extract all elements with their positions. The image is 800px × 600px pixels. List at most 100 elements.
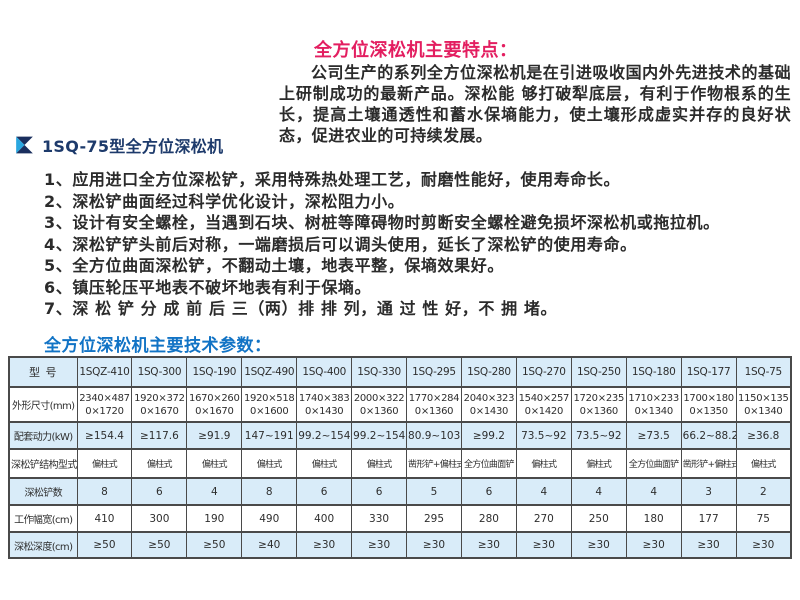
table-cell: 偏柱式 xyxy=(76,448,133,479)
table-row-label: 深松铲结构型式 xyxy=(8,448,78,479)
table-cell: 1710×2330×1340 xyxy=(625,386,682,423)
table-cell: ≥30 xyxy=(515,531,572,559)
table-cell: 2000×3220×1360 xyxy=(351,386,408,423)
table-cell: ≥30 xyxy=(296,531,353,559)
table-cell: 偏柱式 xyxy=(515,448,572,479)
table-row: 工作幅宽(cm) 410 300 190 490 400 330 295 280 270 250 18… xyxy=(8,504,792,533)
table-body: 外形尺寸(mm) 2340×4870×1720 1920×3720×1670 1670… xyxy=(8,386,792,559)
table-cell: 偏柱式 xyxy=(241,448,298,479)
table-row-label: 工作幅宽(cm) xyxy=(8,504,78,533)
params-table: 型 号 1SQZ-410 1SQ-300 1SQ-190 1SQZ-490 1SQ-400… xyxy=(8,356,792,559)
table-cell: ≥50 xyxy=(76,531,133,559)
params-section-title: 全方位深松机主要技术参数： xyxy=(44,336,272,356)
table-column-header: 1SQ-280 xyxy=(460,356,517,388)
table-cell: 80.9~103 xyxy=(406,421,462,450)
table-row: 深松铲结构型式 偏柱式 偏柱式 偏柱式 偏柱式 偏柱式 偏柱式 凿形铲+偏柱式 全方位曲面铲 偏柱… xyxy=(8,448,792,479)
table-cell: 295 xyxy=(406,504,462,533)
table-cell: 177 xyxy=(680,504,737,533)
table-cell: 250 xyxy=(570,504,627,533)
table-head: 型 号 1SQZ-410 1SQ-300 1SQ-190 1SQZ-490 1SQ-400… xyxy=(8,356,792,388)
table-cell: 2340×4870×1720 xyxy=(76,386,133,423)
table-cell: 偏柱式 xyxy=(186,448,243,479)
table-cell: 4 xyxy=(515,477,572,506)
table-cell: 180 xyxy=(625,504,682,533)
features-list: 1、应用进口全方位深松铲，采用特殊热处理工艺，耐磨性能好，使用寿命长。 2、深松铲… xyxy=(44,169,789,320)
table-cell: ≥30 xyxy=(735,531,792,559)
table-cell: 6 xyxy=(351,477,408,506)
table-cell: ≥30 xyxy=(406,531,462,559)
table-row-label: 深松铲数 xyxy=(8,477,78,506)
table-cell: ≥36.8 xyxy=(735,421,792,450)
table-cell: 1670×2600×1670 xyxy=(186,386,243,423)
table-row-label: 外形尺寸(mm) xyxy=(8,386,78,423)
table-cell: 偏柱式 xyxy=(131,448,188,479)
table-header-row: 型 号 1SQZ-410 1SQ-300 1SQ-190 1SQZ-490 1SQ-400… xyxy=(8,356,792,388)
table-row-label: 深松深度(cm) xyxy=(8,531,78,559)
product-title: 1SQ-75型全方位深松机 xyxy=(42,137,224,156)
table-column-header: 1SQ-250 xyxy=(570,356,627,388)
table-cell: 2 xyxy=(735,477,792,506)
feature-item: 6、镇压轮压平地表不破坏地表有利于保墒。 xyxy=(44,277,372,297)
table-cell: 190 xyxy=(186,504,243,533)
table-column-header: 1SQ-177 xyxy=(680,356,737,388)
table-cell: 全方位曲面铲 xyxy=(460,448,517,479)
table-cell: 5 xyxy=(406,477,462,506)
table-cell: 1770×2840×1360 xyxy=(406,386,462,423)
table-cell: ≥50 xyxy=(186,531,243,559)
table-cell: 99.2~154.4 xyxy=(351,421,408,450)
table-cell: 300 xyxy=(131,504,188,533)
table-cell: 1740×3830×1430 xyxy=(296,386,353,423)
table-cell: 8 xyxy=(241,477,298,506)
table-cell: 3 xyxy=(680,477,737,506)
table-column-header: 1SQ-270 xyxy=(515,356,572,388)
feature-item: 1、应用进口全方位深松铲，采用特殊热处理工艺，耐磨性能好，使用寿命长。 xyxy=(44,170,621,189)
table-column-header: 1SQ-300 xyxy=(131,356,188,388)
table-cell: 6 xyxy=(460,477,517,506)
table-cell: 280 xyxy=(460,504,517,533)
table-cell: 1150×1350×1340 xyxy=(735,386,792,423)
table-row: 配套动力(kW) ≥154.4 ≥117.6 ≥91.9 147~191 99.2~154… xyxy=(8,421,792,450)
feature-item: 2、深松铲曲面经过科学优化设计，深松阻力小。 xyxy=(44,191,405,211)
table-column-header: 1SQ-400 xyxy=(296,356,353,388)
table-cell: ≥91.9 xyxy=(186,421,243,450)
table-column-header: 1SQZ-490 xyxy=(241,356,298,388)
table-row: 外形尺寸(mm) 2340×4870×1720 1920×3720×1670 1670… xyxy=(8,386,792,423)
table-cell: 1720×2350×1360 xyxy=(570,386,627,423)
table-cell: 4 xyxy=(625,477,682,506)
table-cell: 偏柱式 xyxy=(296,448,353,479)
table-cell: 410 xyxy=(76,504,133,533)
table-cell: 270 xyxy=(515,504,572,533)
table-cell: 147~191 xyxy=(241,421,298,450)
table-column-header: 1SQ-190 xyxy=(186,356,243,388)
feature-item: 5、全方位曲面深松铲，不翻动土壤，地表平整，保墒效果好。 xyxy=(44,256,504,275)
table-cell: ≥40 xyxy=(241,531,298,559)
table-cell: 8 xyxy=(76,477,133,506)
table-column-header: 1SQ-295 xyxy=(406,356,462,388)
table-cell: 2040×3230×1430 xyxy=(460,386,517,423)
table-cell: 偏柱式 xyxy=(735,448,792,479)
table-cell: 6 xyxy=(131,477,188,506)
table-column-header: 1SQ-75 xyxy=(735,356,792,388)
table-cell: ≥30 xyxy=(351,531,408,559)
table-cell: ≥30 xyxy=(570,531,627,559)
table-cell: 凿形铲+偏柱式 xyxy=(406,448,462,479)
table-cell: ≥117.6 xyxy=(131,421,188,450)
feature-item: 7、深 松 铲 分 成 前 后 三（两）排 排 列，通 过 性 好，不 拥 堵。 xyxy=(44,299,558,318)
table-row-label: 配套动力(kW) xyxy=(8,421,78,450)
table-column-header: 1SQ-330 xyxy=(351,356,408,388)
table-cell: ≥50 xyxy=(131,531,188,559)
table-corner-header: 型 号 xyxy=(8,356,78,388)
table-cell: 4 xyxy=(186,477,243,506)
table-cell: 偏柱式 xyxy=(351,448,408,479)
product-title-line: 1SQ-75型全方位深松机 xyxy=(14,133,223,157)
brand-logo-icon xyxy=(16,136,33,154)
table-cell: 330 xyxy=(351,504,408,533)
table-cell: 凿形铲+偏柱式 xyxy=(680,448,737,479)
table-cell: ≥30 xyxy=(680,531,737,559)
table-cell: ≥99.2 xyxy=(460,421,517,450)
table-cell: 66.2~88.2 xyxy=(680,421,737,450)
table-row: 深松深度(cm) ≥50 ≥50 ≥50 ≥40 ≥30 ≥30 ≥30 ≥30 ≥30 ≥30 ≥3… xyxy=(8,531,792,559)
table-cell: 1920×5180×1600 xyxy=(241,386,298,423)
table-cell: ≥73.5 xyxy=(625,421,682,450)
